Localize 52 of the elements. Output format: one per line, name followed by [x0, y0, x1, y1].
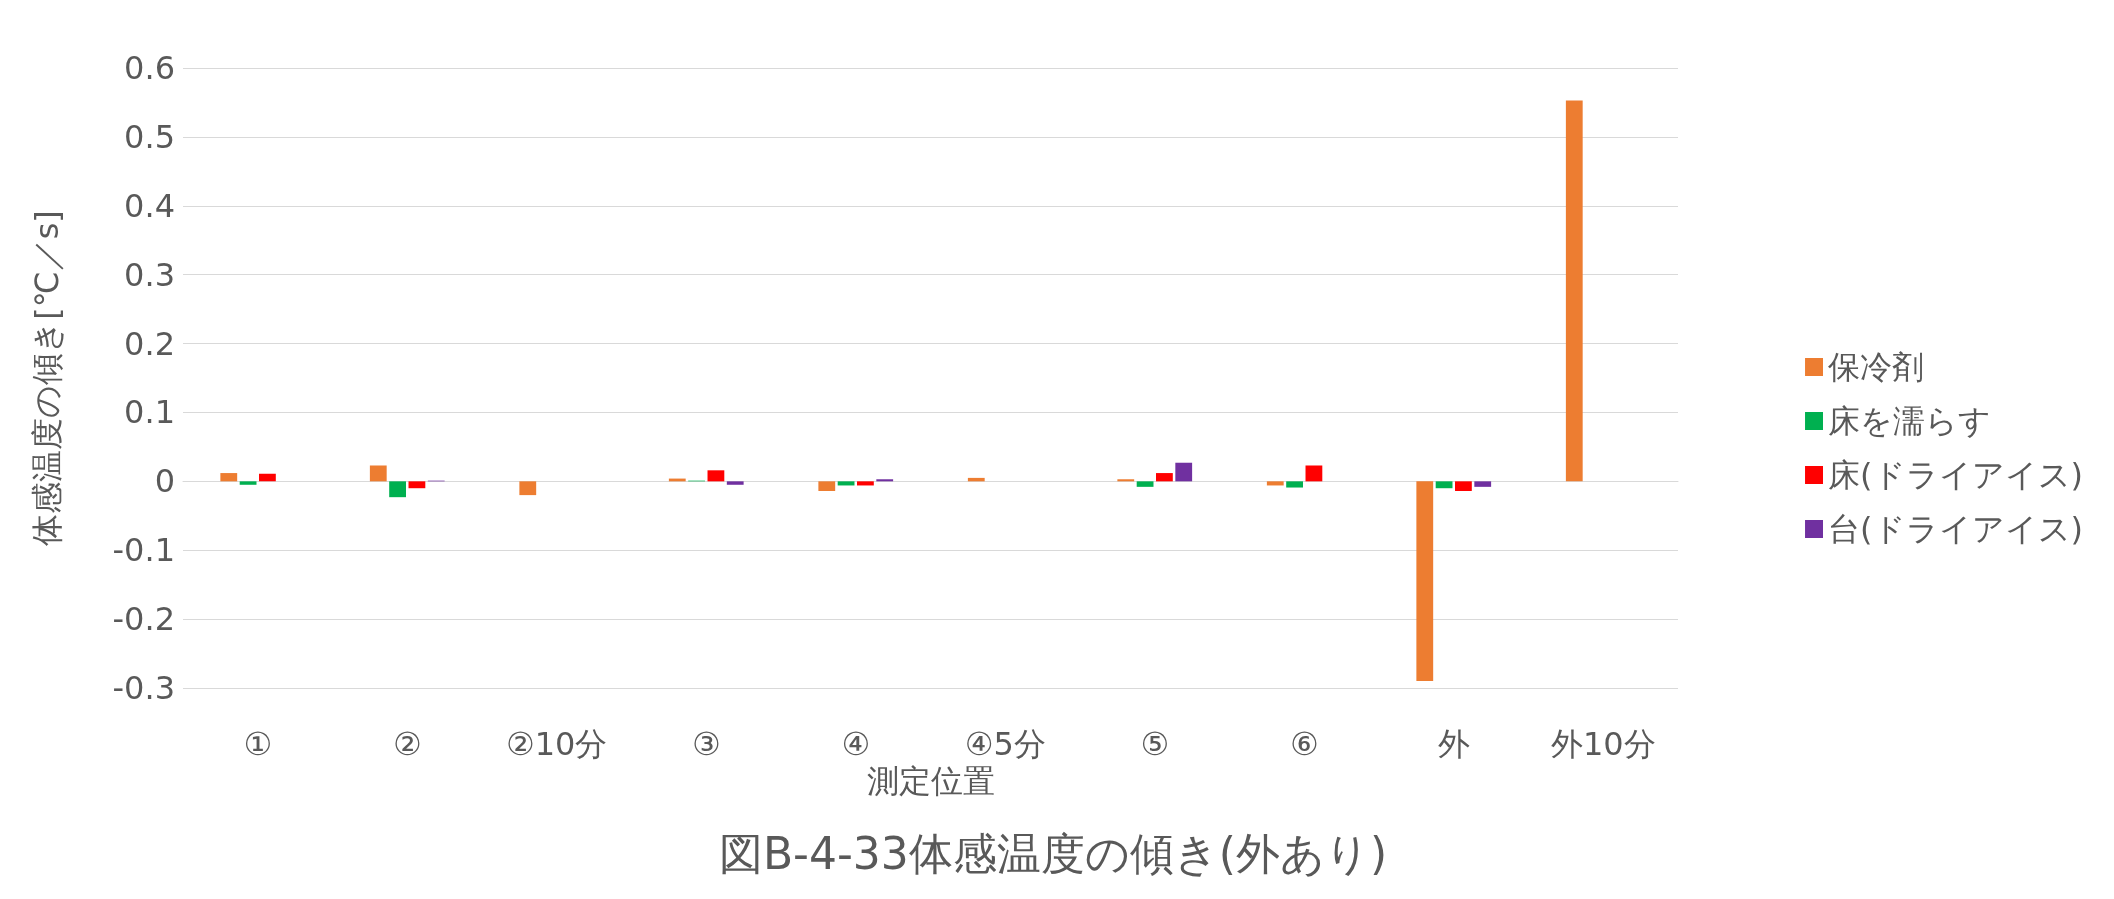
- bar: [1175, 462, 1193, 482]
- text: 図B-4-33体感温度の傾き(外あり): [718, 827, 1388, 879]
- bar: [707, 470, 725, 482]
- bar: [1305, 465, 1323, 482]
- bar: [1266, 481, 1284, 486]
- bar: [857, 481, 874, 486]
- x-tick-label: ②: [392, 725, 422, 763]
- bar: [1286, 481, 1303, 488]
- bar: [837, 481, 855, 486]
- y-tick-label: -0.3: [112, 669, 175, 707]
- y-tick-label: -0.2: [112, 600, 175, 639]
- x-axis-title: 測定位置: [866, 761, 995, 800]
- bar: [1565, 100, 1583, 482]
- bar: [1136, 481, 1154, 487]
- bar: [1435, 481, 1453, 489]
- bar: [1474, 481, 1492, 487]
- y-tick-label: 0.6: [124, 49, 175, 87]
- x-tick-label: 外: [1437, 725, 1470, 763]
- bar: [220, 473, 238, 482]
- legend-label: 床(ドライアイス): [1828, 456, 2083, 494]
- y-tick-label: 0: [154, 462, 175, 501]
- y-tick-label: 0.2: [124, 324, 175, 363]
- bar: [1455, 481, 1472, 491]
- bar: [408, 481, 426, 489]
- x-tick-label: ④: [841, 725, 871, 763]
- y-tick-label: 0.4: [124, 186, 175, 225]
- y-tick-label: 0.1: [124, 393, 175, 432]
- legend-label: 台(ドライアイス): [1828, 510, 2083, 548]
- y-tick-label: -0.1: [112, 531, 175, 570]
- bar: [369, 465, 387, 482]
- legend-label: 床を濡らす: [1828, 402, 1992, 440]
- x-tick-label: ④5分: [964, 725, 1046, 763]
- bar: [1117, 479, 1135, 482]
- bar: [1416, 481, 1434, 682]
- bar: [818, 481, 836, 491]
- bar: [259, 473, 276, 482]
- bar: [519, 481, 537, 496]
- bar: [1156, 473, 1173, 482]
- y-axis-title: 体感温度の傾き[℃／s]: [28, 210, 66, 546]
- bar: [876, 479, 894, 482]
- x-tick-label: ②10分: [506, 725, 608, 763]
- bar: [239, 481, 257, 485]
- x-tick-label: ⑤: [1140, 725, 1170, 763]
- y-tick-label: 0.3: [124, 255, 175, 294]
- x-tick-label: ①: [243, 725, 273, 763]
- legend-label: 保冷剤: [1828, 348, 1925, 386]
- x-tick-label: ③: [691, 725, 721, 763]
- bar: [726, 481, 744, 485]
- bar: [389, 481, 406, 498]
- x-tick-label: ⑥: [1289, 725, 1319, 763]
- y-tick-label: 0.5: [124, 117, 175, 156]
- x-tick-label: 外10分: [1550, 725, 1656, 763]
